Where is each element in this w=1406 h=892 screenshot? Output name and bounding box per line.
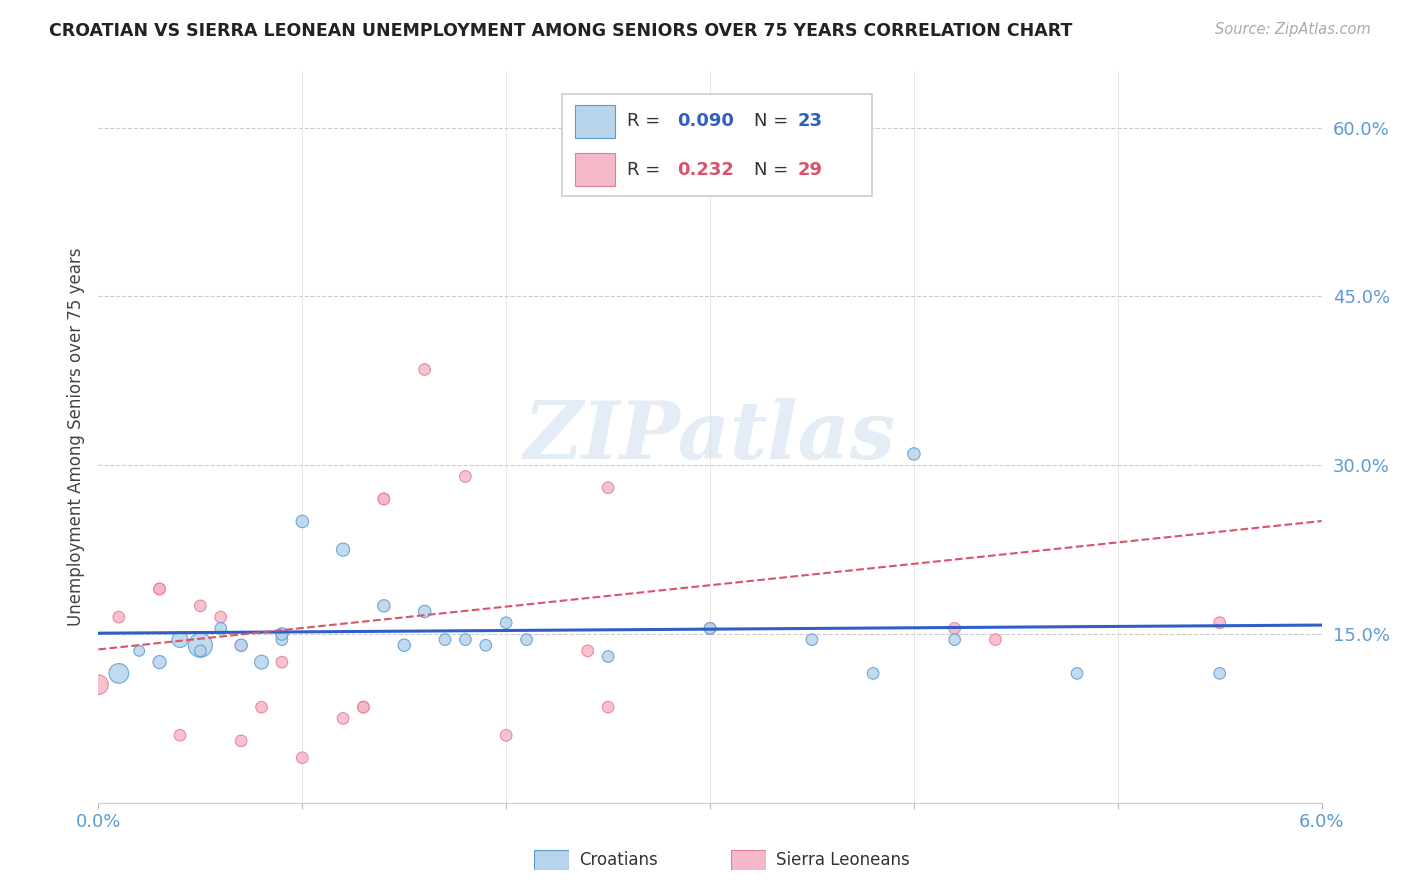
Text: Sierra Leoneans: Sierra Leoneans: [776, 851, 910, 869]
Point: [413, 605, 436, 619]
Bar: [575, 153, 614, 186]
Point: [291, 751, 314, 765]
Point: [495, 615, 517, 630]
Point: [433, 632, 456, 647]
Point: [454, 469, 477, 483]
Point: [149, 582, 172, 596]
Point: [231, 734, 253, 748]
Text: N =: N =: [754, 112, 794, 130]
Point: [576, 644, 599, 658]
Point: [270, 627, 292, 641]
Point: [352, 700, 374, 714]
Point: [943, 632, 966, 647]
Point: [943, 621, 966, 635]
Point: [108, 610, 131, 624]
Point: [516, 632, 538, 647]
Point: [270, 632, 292, 647]
Point: [291, 515, 314, 529]
Y-axis label: Unemployment Among Seniors over 75 years: Unemployment Among Seniors over 75 years: [66, 248, 84, 626]
Point: [903, 447, 925, 461]
Text: Croatians: Croatians: [579, 851, 658, 869]
Point: [801, 632, 824, 647]
Point: [87, 678, 110, 692]
Point: [984, 632, 1007, 647]
Point: [373, 599, 395, 613]
Point: [270, 655, 292, 669]
Point: [598, 649, 620, 664]
Point: [495, 728, 517, 742]
Point: [128, 644, 150, 658]
Point: [1208, 615, 1232, 630]
Point: [209, 621, 232, 635]
Point: [250, 700, 273, 714]
Text: 29: 29: [797, 161, 823, 178]
Point: [332, 542, 354, 557]
Text: N =: N =: [754, 161, 794, 178]
Point: [392, 638, 416, 652]
Point: [149, 582, 172, 596]
Point: [474, 638, 498, 652]
Point: [270, 627, 292, 641]
Text: 23: 23: [797, 112, 823, 130]
Point: [169, 632, 191, 647]
Text: 0.232: 0.232: [676, 161, 734, 178]
Point: [149, 655, 172, 669]
Text: ZIPatlas: ZIPatlas: [524, 399, 896, 475]
Point: [598, 700, 620, 714]
Point: [699, 621, 721, 635]
Text: Source: ZipAtlas.com: Source: ZipAtlas.com: [1215, 22, 1371, 37]
Point: [108, 666, 131, 681]
Text: R =: R =: [627, 161, 666, 178]
Bar: [575, 105, 614, 137]
Point: [373, 491, 395, 506]
Point: [352, 700, 374, 714]
Point: [1066, 666, 1088, 681]
Point: [250, 655, 273, 669]
Point: [699, 621, 721, 635]
Point: [413, 362, 436, 376]
Point: [373, 491, 395, 506]
Point: [188, 644, 212, 658]
Point: [188, 599, 212, 613]
FancyBboxPatch shape: [562, 94, 872, 196]
Text: CROATIAN VS SIERRA LEONEAN UNEMPLOYMENT AMONG SENIORS OVER 75 YEARS CORRELATION : CROATIAN VS SIERRA LEONEAN UNEMPLOYMENT …: [49, 22, 1073, 40]
Point: [169, 728, 191, 742]
Point: [598, 481, 620, 495]
Point: [188, 638, 212, 652]
Point: [332, 711, 354, 725]
Point: [231, 638, 253, 652]
Point: [1208, 666, 1232, 681]
Point: [862, 666, 884, 681]
Point: [454, 632, 477, 647]
Point: [209, 610, 232, 624]
Point: [231, 638, 253, 652]
Point: [740, 160, 762, 174]
Text: R =: R =: [627, 112, 666, 130]
Text: 0.090: 0.090: [676, 112, 734, 130]
